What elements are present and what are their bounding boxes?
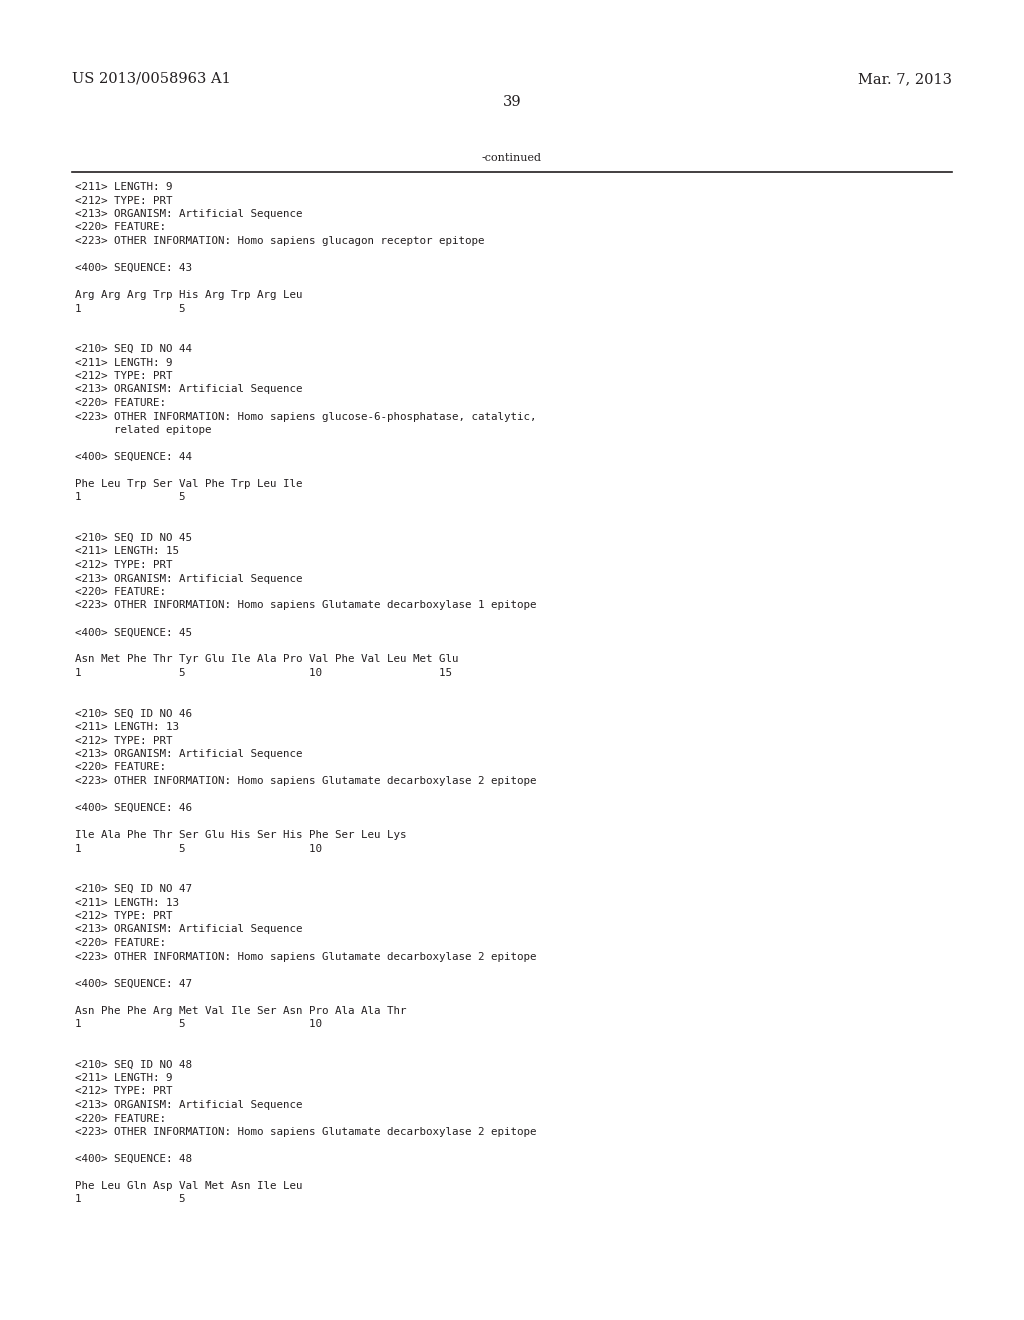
Text: Asn Phe Phe Arg Met Val Ile Ser Asn Pro Ala Ala Thr: Asn Phe Phe Arg Met Val Ile Ser Asn Pro … [75,1006,407,1015]
Text: US 2013/0058963 A1: US 2013/0058963 A1 [72,73,230,86]
Text: <400> SEQUENCE: 47: <400> SEQUENCE: 47 [75,978,193,989]
Text: <211> LENGTH: 9: <211> LENGTH: 9 [75,1073,172,1082]
Text: <212> TYPE: PRT: <212> TYPE: PRT [75,195,172,206]
Text: <212> TYPE: PRT: <212> TYPE: PRT [75,371,172,381]
Text: <213> ORGANISM: Artificial Sequence: <213> ORGANISM: Artificial Sequence [75,924,302,935]
Text: <210> SEQ ID NO 48: <210> SEQ ID NO 48 [75,1060,193,1069]
Text: 1               5                   10                  15: 1 5 10 15 [75,668,452,678]
Text: <400> SEQUENCE: 43: <400> SEQUENCE: 43 [75,263,193,273]
Text: <223> OTHER INFORMATION: Homo sapiens Glutamate decarboxylase 2 epitope: <223> OTHER INFORMATION: Homo sapiens Gl… [75,1127,537,1137]
Text: <213> ORGANISM: Artificial Sequence: <213> ORGANISM: Artificial Sequence [75,384,302,395]
Text: <400> SEQUENCE: 44: <400> SEQUENCE: 44 [75,451,193,462]
Text: <213> ORGANISM: Artificial Sequence: <213> ORGANISM: Artificial Sequence [75,209,302,219]
Text: <220> FEATURE:: <220> FEATURE: [75,939,166,948]
Text: 1               5: 1 5 [75,492,185,503]
Text: Phe Leu Gln Asp Val Met Asn Ile Leu: Phe Leu Gln Asp Val Met Asn Ile Leu [75,1181,302,1191]
Text: <223> OTHER INFORMATION: Homo sapiens Glutamate decarboxylase 2 epitope: <223> OTHER INFORMATION: Homo sapiens Gl… [75,776,537,785]
Text: Mar. 7, 2013: Mar. 7, 2013 [858,73,952,86]
Text: <220> FEATURE:: <220> FEATURE: [75,587,166,597]
Text: <400> SEQUENCE: 48: <400> SEQUENCE: 48 [75,1154,193,1164]
Text: Ile Ala Phe Thr Ser Glu His Ser His Phe Ser Leu Lys: Ile Ala Phe Thr Ser Glu His Ser His Phe … [75,830,407,840]
Text: 1               5                   10: 1 5 10 [75,843,322,854]
Text: <213> ORGANISM: Artificial Sequence: <213> ORGANISM: Artificial Sequence [75,573,302,583]
Text: <220> FEATURE:: <220> FEATURE: [75,399,166,408]
Text: 1               5                   10: 1 5 10 [75,1019,322,1030]
Text: <211> LENGTH: 13: <211> LENGTH: 13 [75,898,179,908]
Text: <210> SEQ ID NO 45: <210> SEQ ID NO 45 [75,533,193,543]
Text: <210> SEQ ID NO 47: <210> SEQ ID NO 47 [75,884,193,894]
Text: <223> OTHER INFORMATION: Homo sapiens Glutamate decarboxylase 1 epitope: <223> OTHER INFORMATION: Homo sapiens Gl… [75,601,537,610]
Text: <213> ORGANISM: Artificial Sequence: <213> ORGANISM: Artificial Sequence [75,748,302,759]
Text: <210> SEQ ID NO 44: <210> SEQ ID NO 44 [75,345,193,354]
Text: <220> FEATURE:: <220> FEATURE: [75,223,166,232]
Text: <223> OTHER INFORMATION: Homo sapiens Glutamate decarboxylase 2 epitope: <223> OTHER INFORMATION: Homo sapiens Gl… [75,952,537,961]
Text: Phe Leu Trp Ser Val Phe Trp Leu Ile: Phe Leu Trp Ser Val Phe Trp Leu Ile [75,479,302,488]
Text: 39: 39 [503,95,521,110]
Text: <212> TYPE: PRT: <212> TYPE: PRT [75,735,172,746]
Text: 1               5: 1 5 [75,1195,185,1204]
Text: <211> LENGTH: 9: <211> LENGTH: 9 [75,182,172,191]
Text: related epitope: related epitope [75,425,212,436]
Text: <223> OTHER INFORMATION: Homo sapiens glucose-6-phosphatase, catalytic,: <223> OTHER INFORMATION: Homo sapiens gl… [75,412,537,421]
Text: Asn Met Phe Thr Tyr Glu Ile Ala Pro Val Phe Val Leu Met Glu: Asn Met Phe Thr Tyr Glu Ile Ala Pro Val … [75,655,459,664]
Text: <213> ORGANISM: Artificial Sequence: <213> ORGANISM: Artificial Sequence [75,1100,302,1110]
Text: <223> OTHER INFORMATION: Homo sapiens glucagon receptor epitope: <223> OTHER INFORMATION: Homo sapiens gl… [75,236,484,246]
Text: <212> TYPE: PRT: <212> TYPE: PRT [75,1086,172,1097]
Text: <212> TYPE: PRT: <212> TYPE: PRT [75,911,172,921]
Text: <211> LENGTH: 15: <211> LENGTH: 15 [75,546,179,557]
Text: <220> FEATURE:: <220> FEATURE: [75,763,166,772]
Text: Arg Arg Arg Trp His Arg Trp Arg Leu: Arg Arg Arg Trp His Arg Trp Arg Leu [75,290,302,300]
Text: <400> SEQUENCE: 46: <400> SEQUENCE: 46 [75,803,193,813]
Text: <212> TYPE: PRT: <212> TYPE: PRT [75,560,172,570]
Text: -continued: -continued [482,153,542,162]
Text: <210> SEQ ID NO 46: <210> SEQ ID NO 46 [75,709,193,718]
Text: 1               5: 1 5 [75,304,185,314]
Text: <220> FEATURE:: <220> FEATURE: [75,1114,166,1123]
Text: <211> LENGTH: 9: <211> LENGTH: 9 [75,358,172,367]
Text: <211> LENGTH: 13: <211> LENGTH: 13 [75,722,179,733]
Text: <400> SEQUENCE: 45: <400> SEQUENCE: 45 [75,627,193,638]
